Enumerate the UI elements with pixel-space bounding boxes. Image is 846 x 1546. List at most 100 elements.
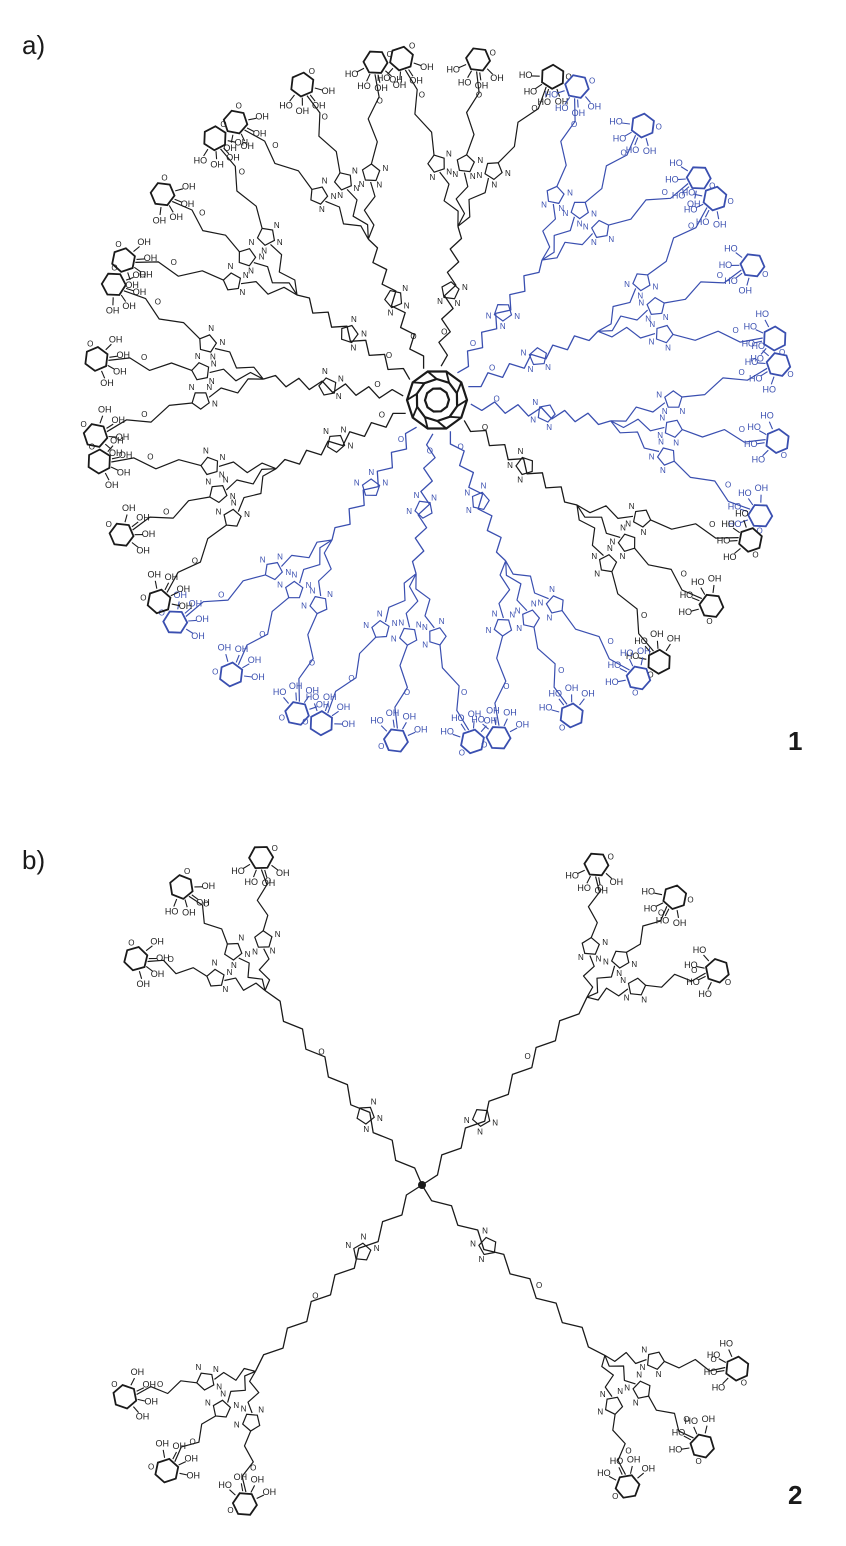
nitrogen-label: N [624,1383,630,1392]
hydroxyl-label: HO [719,260,733,270]
hydroxyl-bond [769,422,772,429]
hydroxyl-label: OH [486,706,500,716]
hydroxyl-bond [131,1378,135,1385]
nitrogen-label: N [341,425,347,434]
hydroxyl-label: HO [539,703,553,713]
hydroxyl-label: OH [218,643,232,653]
linker-bond [248,1371,259,1413]
nitrogen-label: N [620,976,626,985]
hydroxyl-bond [763,450,769,456]
hydroxyl-label: OH [322,86,336,96]
ether-oxygen-label: O [733,326,739,335]
nitrogen-label: N [363,1125,369,1134]
nitrogen-label: N [620,552,626,561]
nitrogen-label: N [258,1406,264,1415]
nitrogen-label: N [518,447,524,456]
nitrogen-label: N [252,947,258,956]
ring-oxygen-label: O [128,938,134,947]
triazole-ring [546,596,563,613]
nitrogen-label: N [546,614,552,623]
linker-bond [364,182,375,239]
nitrogen-label: N [274,221,280,230]
hydroxyl-label: OH [202,881,216,891]
hydroxyl-label: HO [698,989,712,999]
hydroxyl-label: OH [122,503,136,513]
hydroxyl-label: OH [581,688,595,698]
hydroxyl-label: HO [744,321,758,331]
nitrogen-label: N [249,238,255,247]
nitrogen-label: N [285,568,291,577]
hydroxyl-label: OH [342,719,356,729]
hydroxyl-bond [155,581,157,589]
hydroxyl-label: HO [691,577,705,587]
linker-bond [542,217,574,260]
hydroxyl-bond [682,1448,690,1449]
triazole-ring [658,448,675,465]
triazole-ring [473,1110,490,1127]
hydroxyl-label: OH [173,1441,187,1451]
nitrogen-label: N [205,477,211,486]
hydroxyl-bond [241,1483,242,1491]
nitrogen-label: N [352,166,358,175]
triazole-ring [255,931,272,947]
nitrogen-label: N [327,590,333,599]
ring-oxygen-label: O [272,844,278,853]
hydroxyl-bond [100,416,103,424]
sugar-ring [124,947,147,970]
nitrogen-label: N [241,1404,247,1413]
fullerene-cage-bond [457,382,461,393]
hydroxyl-bond [758,363,766,364]
nitrogen-label: N [656,1370,662,1379]
linker-bond [325,201,368,239]
triazole-ring [372,621,389,638]
hydroxyl-label: OH [137,979,151,989]
nitrogen-label: N [261,246,267,255]
nitrogen-label: N [216,507,222,516]
nitrogen-label: N [617,1387,623,1396]
ester-oxygen-label: O [441,328,447,337]
sugar-ring [691,1435,714,1458]
hydroxyl-label: OH [588,102,602,112]
ring-oxygen-label: O [227,1506,233,1515]
nitrogen-label: N [361,1232,367,1241]
hydroxyl-bond [771,377,774,385]
ether-oxygen-label: O [503,682,509,691]
hydroxyl-label: HO [721,519,735,529]
hydroxyl-label: OH [305,686,319,696]
linker-bond [215,349,263,380]
nitrogen-label: N [624,993,630,1002]
hydroxyl-bond [765,320,769,327]
nitrogen-label: N [382,479,388,488]
arm-backbone-bond [471,402,611,425]
hydroxyl-label: OH [642,1464,656,1474]
nitrogen-label: N [636,1370,642,1379]
hydroxyl-label: OH [182,182,196,192]
hydroxyl-bond [717,211,719,219]
hydroxyl-label: HO [686,977,700,987]
ester-oxygen-label: O [398,435,404,444]
hydroxyl-bond [697,967,705,969]
hydroxyl-bond [296,693,297,701]
hydroxyl-bond [504,719,507,726]
ether-oxygen-label: O [688,222,694,231]
hydroxyl-label: OH [572,108,586,118]
ether-oxygen-label: O [558,666,564,675]
nitrogen-label: N [486,626,492,635]
nitrogen-label: N [376,181,382,190]
linker-bond [506,561,527,611]
spacer-bond [124,291,200,339]
ring-oxygen-label: O [687,896,693,905]
linker-bond [386,574,417,622]
hydroxyl-bond [704,955,709,961]
triazole-ring [335,173,352,190]
hydroxyl-label: HO [760,411,774,421]
nitrogen-label: N [228,262,234,271]
nitrogen-label: N [348,442,354,451]
fullerene-cage-bond [428,372,437,380]
sugar-ring [291,73,313,97]
ester-oxygen-label: O [410,332,416,341]
hydroxyl-label: OH [643,146,657,156]
hydroxyl-label: OH [240,141,254,151]
linker-bond [254,263,297,295]
